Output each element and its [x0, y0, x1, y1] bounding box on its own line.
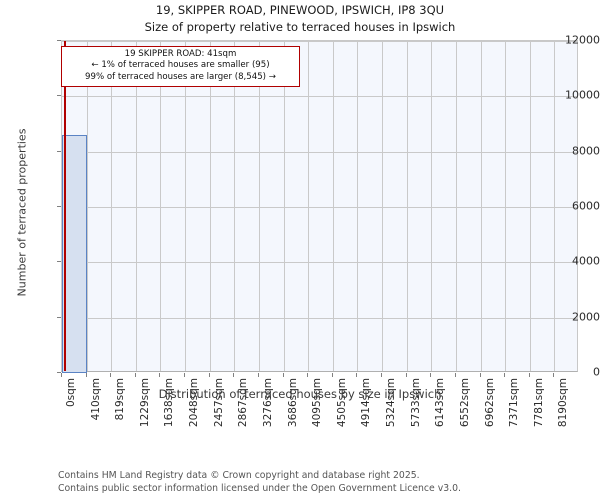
y-tick-mark: [57, 206, 61, 207]
gridline-vertical: [234, 41, 236, 371]
x-tick-mark: [282, 373, 284, 377]
x-tick-mark: [110, 373, 112, 377]
x-tick-mark: [85, 373, 87, 377]
x-tick-label: 3686sqm: [286, 378, 299, 428]
y-tick-label: 0: [593, 365, 600, 379]
gridline-horizontal: [62, 317, 577, 319]
x-tick-mark: [159, 373, 161, 377]
y-tick-mark: [57, 372, 61, 373]
x-tick-label: 3276sqm: [261, 378, 274, 428]
gridline-vertical: [258, 41, 260, 371]
gridline-vertical: [382, 41, 384, 371]
y-tick-label: 4000: [572, 254, 600, 268]
x-tick-mark: [331, 373, 333, 377]
gridline-vertical: [209, 41, 211, 371]
x-tick-label: 4505sqm: [335, 378, 348, 428]
y-tick-mark: [57, 316, 61, 318]
gridline-horizontal: [62, 41, 577, 42]
gridline-horizontal: [62, 207, 577, 208]
chart-title: 19, SKIPPER ROAD, PINEWOOD, IPSWICH, IP8…: [155, 3, 445, 17]
y-tick-label: 12000: [565, 33, 600, 47]
x-tick-mark: [454, 373, 456, 377]
annotation-box: 19 SKIPPER ROAD: 41sqm ← 1% of terraced …: [61, 46, 300, 88]
gridline-vertical: [308, 41, 310, 371]
gridline-vertical: [406, 41, 408, 371]
x-tick-label: 2867sqm: [237, 378, 250, 428]
x-tick-mark: [233, 373, 235, 377]
x-tick-mark: [184, 373, 186, 377]
y-tick-mark: [57, 261, 61, 263]
x-tick-label: 6143sqm: [434, 378, 447, 428]
y-tick-label: 2000: [572, 310, 600, 324]
x-tick-mark: [208, 373, 210, 377]
gridline-vertical: [332, 41, 334, 371]
x-tick-label: 4914sqm: [360, 378, 373, 428]
x-axis-label: Distribution of terraced houses by size …: [158, 387, 442, 401]
gridline-vertical: [160, 41, 162, 371]
footer-attribution: Contains HM Land Registry data © Crown c…: [58, 470, 461, 495]
gridline-vertical: [357, 41, 359, 371]
x-tick-label: 7371sqm: [508, 378, 521, 428]
x-tick-mark: [134, 373, 136, 377]
y-tick-mark: [57, 150, 61, 152]
x-tick-label: 8190sqm: [557, 378, 570, 428]
gridline-vertical: [480, 41, 482, 371]
footer-line-1: Contains HM Land Registry data © Crown c…: [58, 470, 420, 481]
footer-line-2: Contains public sector information licen…: [58, 482, 461, 494]
x-tick-mark: [381, 373, 383, 377]
y-tick-label: 10000: [565, 88, 600, 102]
y-axis-label: Number of terraced properties: [15, 128, 29, 297]
x-tick-mark: [61, 373, 62, 377]
gridline-vertical: [86, 41, 88, 371]
chart-subtitle: Size of property relative to terraced ho…: [144, 20, 456, 34]
x-tick-label: 2457sqm: [212, 378, 225, 428]
gridline-vertical: [431, 41, 433, 371]
gridline-vertical: [111, 41, 113, 371]
gridline-vertical: [135, 41, 137, 371]
gridline-horizontal: [62, 96, 577, 98]
x-tick-label: 5733sqm: [409, 378, 422, 428]
annotation-line-3: 99% of terraced houses are larger (8,545…: [85, 71, 276, 82]
x-tick-label: 6552sqm: [458, 378, 471, 428]
x-tick-label: 4095sqm: [311, 378, 324, 428]
x-tick-label: 6962sqm: [483, 378, 496, 428]
y-tick-label: 6000: [572, 199, 600, 213]
gridline-horizontal: [62, 151, 577, 153]
x-tick-mark: [504, 373, 506, 377]
x-tick-mark: [553, 373, 555, 377]
gridline-vertical: [554, 41, 556, 371]
x-tick-mark: [405, 373, 407, 377]
gridline-horizontal: [62, 262, 577, 264]
x-tick-mark: [528, 373, 530, 377]
gridline-vertical: [505, 41, 507, 371]
x-tick-mark: [307, 373, 309, 377]
x-tick-label: 5324sqm: [385, 378, 398, 428]
x-tick-mark: [430, 373, 432, 377]
property-marker-line: [64, 41, 67, 371]
x-tick-mark: [356, 373, 358, 377]
x-tick-mark: [479, 373, 481, 377]
annotation-line-2: ← 1% of terraced houses are smaller (95): [91, 60, 270, 71]
x-tick-label: 7781sqm: [532, 378, 545, 428]
gridline-vertical: [185, 41, 187, 371]
gridline-vertical: [455, 41, 457, 371]
x-tick-mark: [257, 373, 259, 377]
y-tick-mark: [57, 95, 61, 97]
x-tick-label: 2048sqm: [188, 378, 201, 428]
x-tick-label: 1229sqm: [138, 378, 151, 428]
y-tick-label: 8000: [572, 144, 600, 158]
gridline-vertical: [283, 41, 285, 371]
y-tick-mark: [57, 40, 61, 41]
gridline-vertical: [529, 41, 531, 371]
x-tick-label: 1638sqm: [163, 378, 176, 428]
plot-area: [61, 40, 578, 373]
annotation-line-1: 19 SKIPPER ROAD: 41sqm: [124, 49, 237, 59]
